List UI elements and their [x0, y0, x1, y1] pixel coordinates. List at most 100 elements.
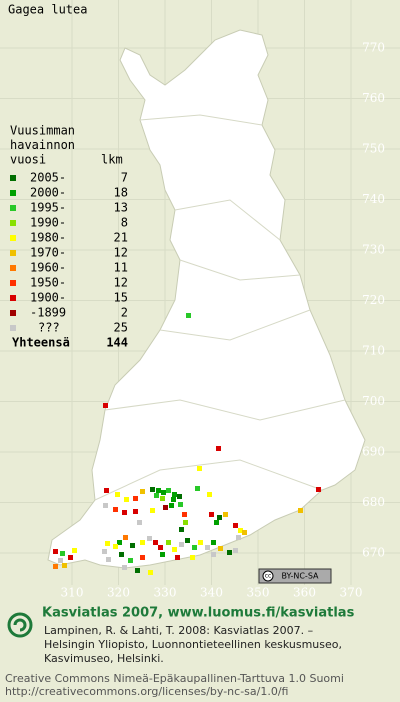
legend-header: Vuusimman: [10, 124, 75, 138]
observation-cell: [122, 510, 127, 515]
y-tick-label: 760: [362, 91, 385, 105]
observation-cell: [133, 509, 138, 514]
legend-label: 2005-: [30, 171, 66, 185]
observation-cell: [218, 546, 223, 551]
observation-cell: [135, 568, 140, 573]
legend-label: 1980-: [30, 231, 66, 245]
observation-cell: [53, 549, 58, 554]
legend-label: 1995-: [30, 201, 66, 215]
observation-cell: [216, 446, 221, 451]
observation-cell: [104, 488, 109, 493]
badge-text: BY-NC-SA: [281, 572, 319, 581]
legend-label: 1900-: [30, 291, 66, 305]
legend-count: 2: [121, 306, 128, 320]
observation-cell: [156, 488, 161, 493]
observation-cell: [166, 540, 171, 545]
observation-cell: [115, 492, 120, 497]
y-tick-label: 730: [362, 243, 385, 257]
observation-cell: [316, 487, 321, 492]
legend-label: 1990-: [30, 216, 66, 230]
observation-cell: [163, 505, 168, 510]
legend-count-header: lkm: [101, 153, 123, 167]
legend-swatch: [10, 235, 16, 241]
observation-cell: [223, 512, 228, 517]
observation-cell: [106, 557, 111, 562]
legend-swatch: [10, 220, 16, 226]
legend-swatch: [10, 265, 16, 271]
observation-cell: [103, 503, 108, 508]
observation-cell: [169, 503, 174, 508]
citation: Lampinen, R. & Lahti, T. 2008: Kasviatla…: [44, 624, 342, 665]
observation-cell: [150, 487, 155, 492]
observation-cell: [209, 512, 214, 517]
observation-cell: [178, 502, 183, 507]
observation-cell: [128, 558, 133, 563]
legend-swatch: [10, 175, 16, 181]
observation-cell: [211, 540, 216, 545]
species-title: Gagea lutea: [8, 3, 87, 17]
observation-cell: [214, 520, 219, 525]
observation-cell: [102, 549, 107, 554]
observation-cell: [238, 528, 243, 533]
legend-count: 11: [114, 261, 128, 275]
legend-count: 13: [114, 201, 128, 215]
legend-count: 8: [121, 216, 128, 230]
observation-cell: [179, 542, 184, 547]
legend-header: havainnon: [10, 138, 75, 152]
observation-cell: [160, 496, 165, 501]
legend-count: 12: [114, 246, 128, 260]
legend-label: 2000-: [30, 186, 66, 200]
legend-count: 25: [114, 321, 128, 335]
legend-count: 15: [114, 291, 128, 305]
observation-cell: [122, 565, 127, 570]
observation-cell: [182, 512, 187, 517]
footer-heading: Kasviatlas 2007, www.luomus.fi/kasviatla…: [42, 606, 355, 621]
license-line: Creative Commons Nimeä-Epäkaupallinen-Ta…: [5, 672, 344, 685]
observation-cell: [172, 492, 177, 497]
observation-cell: [197, 466, 202, 471]
legend-total: 144: [106, 336, 128, 350]
observation-cell: [103, 403, 108, 408]
observation-cell: [62, 563, 67, 568]
observation-cell: [172, 547, 177, 552]
observation-cell: [130, 543, 135, 548]
observation-cell: [217, 515, 222, 520]
observation-cell: [195, 486, 200, 491]
x-tick-label: 320: [107, 586, 130, 600]
observation-cell: [179, 527, 184, 532]
observation-cell: [183, 520, 188, 525]
observation-cell: [161, 490, 166, 495]
legend-label: 1950-: [30, 276, 66, 290]
legend-label: 1960-: [30, 261, 66, 275]
tick-labels: 770 760 750 740 730 720 710 700 690 680 670 310 320 3…: [61, 41, 385, 600]
observation-cell: [198, 540, 203, 545]
observation-cell: [123, 535, 128, 540]
observation-cell: [113, 507, 118, 512]
legend-swatch: [10, 190, 16, 196]
legend-swatch: [10, 295, 16, 301]
observation-cell: [105, 541, 110, 546]
y-tick-label: 720: [362, 293, 385, 307]
observation-cell: [68, 555, 73, 560]
observation-cell: [117, 540, 122, 545]
observation-cell: [233, 523, 238, 528]
observation-cell: [205, 545, 210, 550]
observation-cell: [175, 555, 180, 560]
svg-text:cc: cc: [265, 573, 272, 580]
legend-label: 1970-: [30, 246, 66, 260]
observation-cell: [227, 550, 232, 555]
observation-cell: [119, 552, 124, 557]
citation-line: Kasvimuseo, Helsinki.: [44, 652, 164, 665]
observation-cell: [158, 545, 163, 550]
finland-outline: [47, 29, 366, 569]
license-line: http://creativecommons.org/licenses/by-n…: [5, 685, 288, 698]
region-borders: [94, 114, 346, 501]
legend-swatch: [10, 280, 16, 286]
observations: [53, 313, 321, 575]
observation-cell: [177, 494, 182, 499]
observation-cell: [148, 570, 153, 575]
observation-cell: [236, 535, 241, 540]
